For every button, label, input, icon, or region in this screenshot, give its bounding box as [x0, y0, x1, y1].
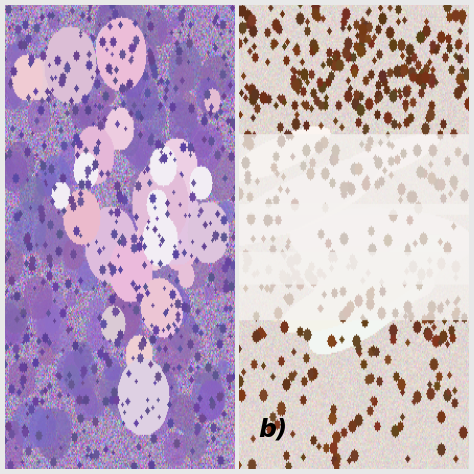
- Text: b): b): [258, 418, 287, 441]
